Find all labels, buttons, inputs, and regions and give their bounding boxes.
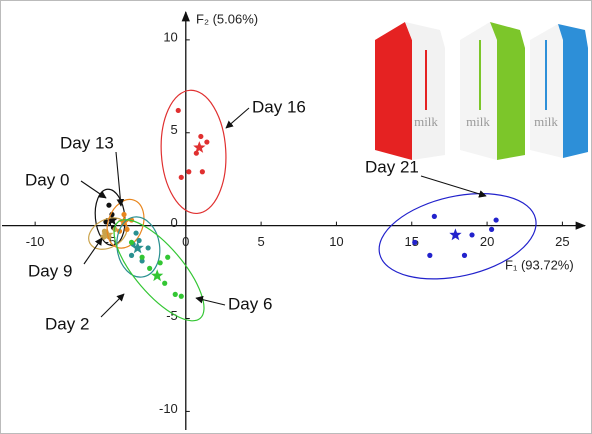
point [432, 214, 437, 219]
point [462, 253, 467, 258]
point [494, 217, 499, 222]
carton-label: milk [414, 114, 438, 129]
point [173, 292, 178, 297]
point [200, 169, 205, 174]
leader-line [226, 108, 249, 128]
point [129, 240, 134, 245]
centroid-star [449, 228, 461, 240]
series-label: Day 6 [228, 294, 272, 313]
point [179, 175, 184, 180]
point [124, 227, 129, 232]
series-label: Day 2 [45, 314, 89, 333]
leader-line [81, 181, 106, 198]
point [147, 266, 152, 271]
carton-label: milk [534, 114, 558, 129]
point [176, 108, 181, 113]
point [179, 294, 184, 299]
leader-line [116, 152, 121, 206]
x-tick-label: 20 [480, 234, 494, 249]
leader-line [84, 238, 102, 264]
point [129, 253, 134, 258]
point [427, 253, 432, 258]
point [146, 245, 151, 250]
x-tick-label: 5 [257, 234, 264, 249]
carton-label: milk [466, 114, 490, 129]
milk-cartons [375, 22, 588, 160]
y-tick-label: 0 [171, 215, 178, 230]
point [186, 169, 191, 174]
x-tick-label: 10 [329, 234, 343, 249]
point [140, 255, 145, 260]
leader-line [196, 298, 225, 305]
confidence-ellipse [158, 88, 230, 215]
series-label: Day 13 [60, 133, 114, 152]
series-label: Day 16 [252, 97, 306, 116]
x-axis-label: F₁ (93.72%) [505, 257, 574, 272]
point [489, 227, 494, 232]
y-tick-label: 5 [171, 122, 178, 137]
y-axis-label: F₂ (5.06%) [196, 11, 258, 26]
point [412, 240, 417, 245]
series-label: Day 9 [28, 261, 72, 280]
point [469, 232, 474, 237]
point [198, 134, 203, 139]
x-tick-label: 0 [182, 234, 189, 249]
y-tick-label: -10 [159, 401, 178, 416]
series-label: Day 21 [365, 157, 419, 176]
point [204, 139, 209, 144]
series-label: Day 0 [25, 170, 69, 189]
point [162, 281, 167, 286]
point [133, 230, 138, 235]
point [165, 255, 170, 260]
x-tick-label: 25 [555, 234, 569, 249]
point [106, 203, 111, 208]
leader-line [421, 176, 486, 196]
y-tick-label: 10 [163, 29, 177, 44]
leader-line [101, 294, 124, 317]
x-tick-label: -10 [26, 234, 45, 249]
chart: milk milk milk F₂ (5.06%) F₁ (93.72%) -1… [0, 0, 592, 434]
point [158, 260, 163, 265]
